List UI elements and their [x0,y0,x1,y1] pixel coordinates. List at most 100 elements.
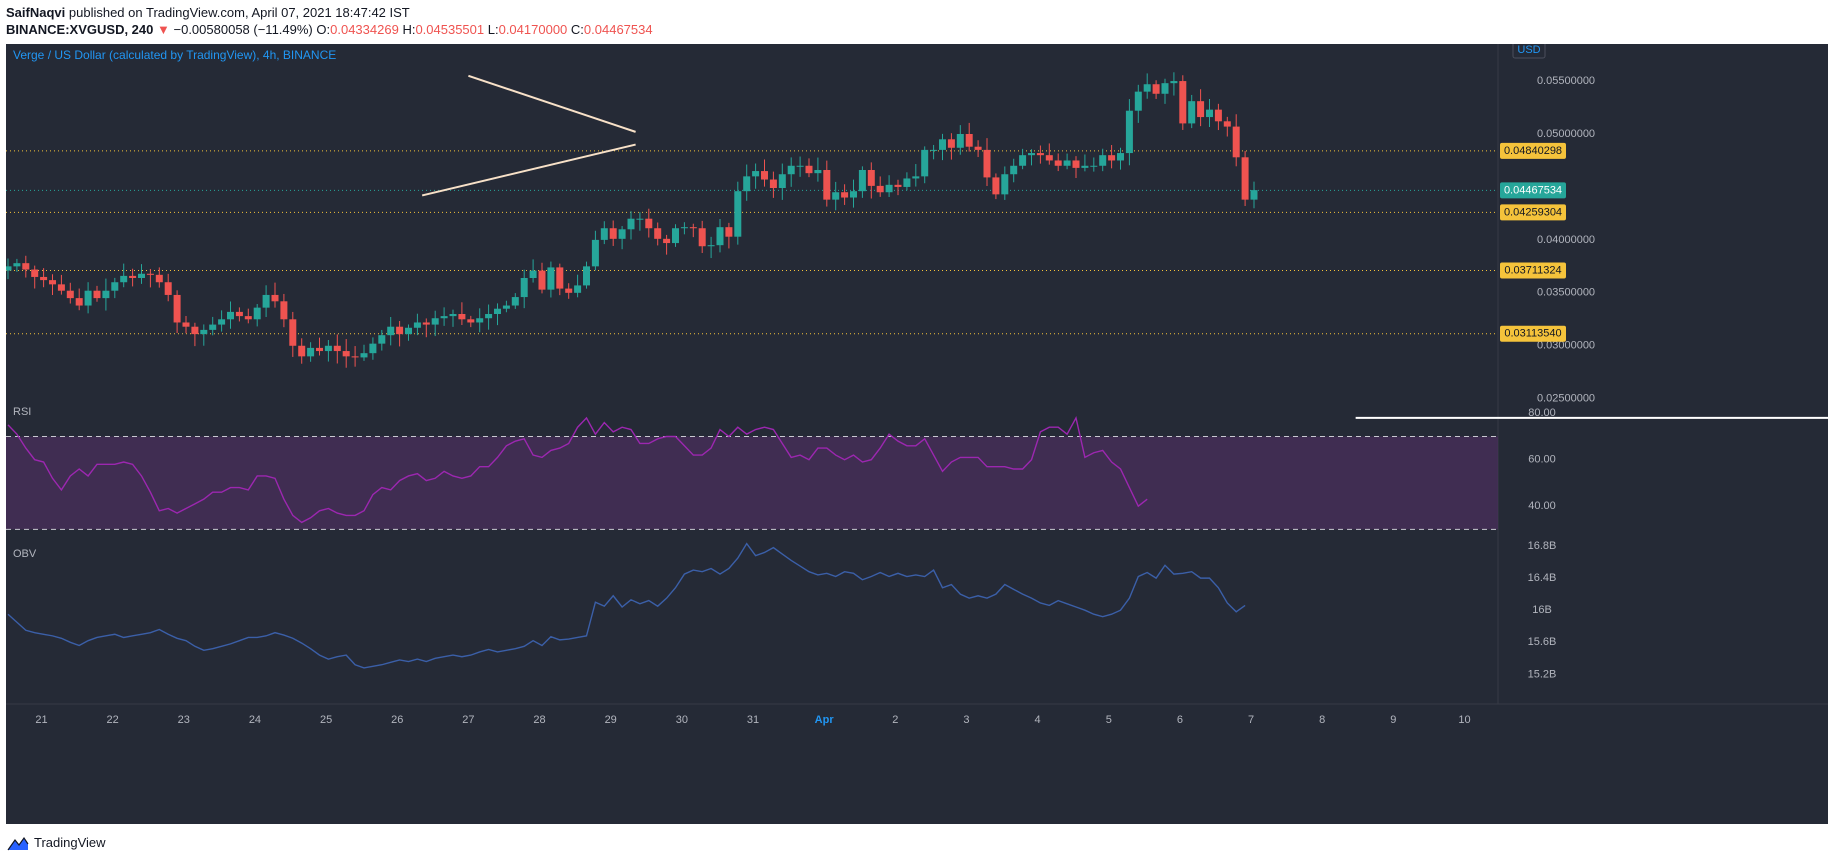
candle-body [583,266,590,286]
chart-area[interactable]: 0.05500000 0.05000000 0.04000000 0.03500000… [4,41,1828,824]
chart-header: SaifNaqvi published on TradingView.com, … [0,0,1828,44]
level-tag [1500,262,1566,279]
candle-body [796,165,804,167]
candle-body [111,282,119,291]
ohlc-line: BINANCE:XVGUSD, 240 ▼ −0.00580058 (−11.4… [6,22,653,37]
candle-body [1090,165,1098,167]
candle-body [956,134,964,148]
candle-body [191,326,199,335]
candle-body [1223,121,1231,127]
published-text: published on TradingView.com, April 07, … [68,5,410,20]
candle-body [387,326,395,336]
chart-canvas[interactable]: 0.05500000 0.05000000 0.04000000 0.03500000… [4,41,1828,824]
candle-body [965,134,973,147]
candle-body [947,139,955,148]
candle-body [716,227,724,246]
candle-body [253,307,261,320]
candle-body [627,218,635,230]
candle-body [1054,160,1062,166]
candle-body [725,227,733,237]
candle-body [458,314,466,320]
candle-body [360,353,368,358]
obv-tick-label: 16.4B [1528,572,1557,584]
time-tick-label: 26 [391,714,403,726]
candle-body [734,191,742,237]
candle-body [369,343,377,354]
price-tick-label: 0.03500000 [1537,287,1595,299]
candle-body [538,270,546,290]
candle-body [600,228,608,240]
change-down-icon: ▼ [157,22,170,37]
candle-body [618,229,626,239]
candle-body [1099,155,1107,166]
candle-body [787,165,795,175]
candle-body [40,276,48,281]
low-value: 0.04170000 [498,22,568,37]
time-tick-label: 22 [107,714,119,726]
candle-body [814,170,822,174]
time-tick-label: Apr [815,714,835,726]
candle-body [209,324,217,330]
candle-body [307,347,315,357]
candle-body [324,345,332,352]
candle-body [983,149,991,178]
candle-body [1161,83,1169,94]
candle-body [743,176,751,192]
price-tick-label: 0.05500000 [1537,75,1595,87]
time-tick-label: 2 [892,714,898,726]
obv-line [7,542,1246,669]
candle-body [476,318,484,323]
candle-body [1036,153,1044,156]
candle-body [680,227,688,229]
candle-body [858,170,866,192]
candle-body [1125,110,1133,154]
close-value: 0.04467534 [583,22,653,37]
time-tick-label: 8 [1319,714,1325,726]
obv-tick-label: 16.8B [1528,540,1557,552]
candle-body [992,177,1000,195]
candle-body [609,228,617,239]
candle-body [396,326,404,335]
candle-body [102,290,110,299]
candle-body [529,270,537,278]
candle-body [876,185,884,193]
level-tag [1500,142,1566,159]
level-tag-label: 0.03113540 [1504,328,1561,340]
time-tick-label: 27 [462,714,474,726]
candle-body [262,294,270,308]
level-tag [1500,325,1566,342]
tradingview-brand[interactable]: TradingView [34,835,106,850]
candle-body [1001,174,1009,195]
time-tick-label: 28 [533,714,545,726]
rsi-band [6,436,1498,530]
candle-body [22,263,30,270]
obv-tick-label: 15.2B [1528,668,1557,680]
candle-body [1019,155,1027,166]
publish-line: SaifNaqvi published on TradingView.com, … [6,5,410,20]
candle-body [271,294,279,302]
symbol-interval: BINANCE:XVGUSD, 240 [6,22,154,37]
candle-body [4,266,12,271]
candle-body [636,218,644,220]
candle-body [422,322,430,325]
candle-body [912,176,920,179]
rsi-label: RSI [13,406,31,418]
candle-body [138,273,145,278]
last-price-tag [1500,182,1566,199]
candle-body [805,165,813,174]
candle-body [280,301,288,320]
candle-body [440,316,448,319]
candle-body [778,174,786,188]
time-tick-label: 24 [249,714,261,726]
author-name[interactable]: SaifNaqvi [6,5,66,20]
candle-body [316,347,323,352]
candle-body [467,319,475,323]
price-tick-label: 0.05000000 [1537,128,1595,140]
candle-body [155,274,163,283]
candle-body [556,267,564,289]
candle-body [235,311,243,317]
tradingview-logo-icon[interactable] [6,834,30,852]
price-tick-label: 0.04000000 [1537,234,1595,246]
time-tick-label: 25 [320,714,332,726]
high-value: 0.04535501 [415,22,485,37]
